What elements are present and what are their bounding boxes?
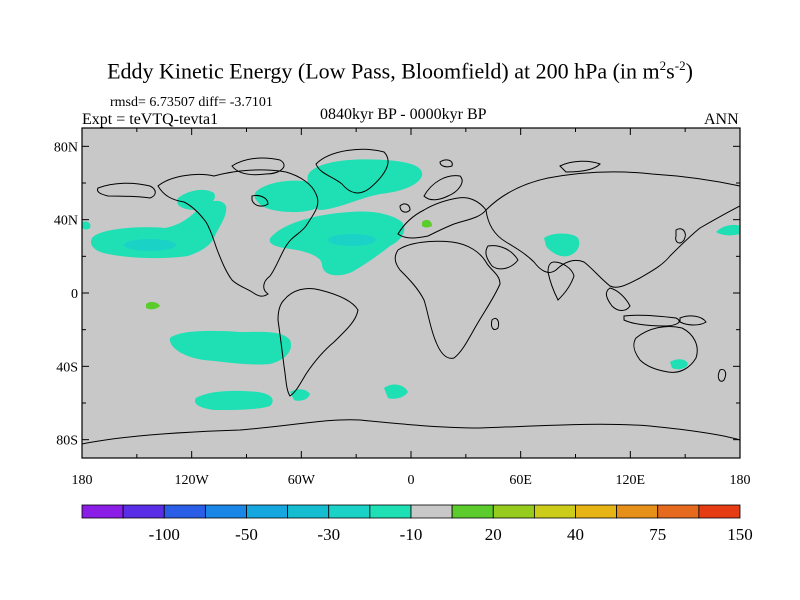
colorbar-swatch bbox=[451, 504, 494, 519]
coast-madagascar bbox=[491, 317, 499, 331]
colorbar-swatch bbox=[369, 504, 412, 519]
contour-north-america bbox=[254, 180, 326, 213]
title-main: Eddy Kinetic Energy (Low Pass, Bloomfiel… bbox=[107, 58, 660, 84]
coast-africa bbox=[394, 240, 501, 359]
coast-indonesia bbox=[623, 314, 680, 327]
contour-positive-pacific bbox=[146, 301, 160, 310]
coast-new-zealand bbox=[717, 369, 727, 382]
colorbar-label: -30 bbox=[317, 525, 340, 544]
period-label: 0840kyr BP - 0000kyr BP bbox=[320, 106, 487, 123]
lat-label: 80S bbox=[56, 434, 78, 449]
contour-south-pacific-2 bbox=[194, 390, 273, 410]
colorbar-labels: -100 -50 -30 -10 20 40 75 150 bbox=[149, 525, 753, 544]
coast-japan bbox=[675, 228, 686, 244]
lat-label: 80N bbox=[54, 140, 78, 155]
colorbar-swatch bbox=[122, 504, 165, 519]
coast-greenland bbox=[315, 148, 389, 194]
experiment-label: Expt = teVTQ-tevta1 bbox=[82, 111, 219, 128]
season-label: ANN bbox=[704, 111, 739, 128]
colorbar-label: 40 bbox=[567, 525, 584, 544]
colorbar-swatch bbox=[287, 504, 330, 519]
coast-alaska bbox=[97, 182, 156, 199]
colorbar-label: 75 bbox=[649, 525, 666, 544]
coast-india bbox=[547, 261, 575, 301]
contour-gulf-alaska bbox=[177, 189, 215, 210]
lon-label: 60E bbox=[509, 473, 532, 488]
coast-southeast-asia bbox=[605, 287, 631, 311]
colorbar-swatch bbox=[163, 504, 206, 519]
contour-south-pacific bbox=[169, 330, 292, 365]
contour-positive-mediterranean bbox=[422, 219, 432, 228]
coast-british-isles bbox=[399, 203, 411, 213]
plot-title: Eddy Kinetic Energy (Low Pass, Bloomfiel… bbox=[0, 58, 800, 84]
coastlines bbox=[82, 148, 740, 445]
contour-central-asia bbox=[544, 233, 580, 257]
colorbar-swatch bbox=[616, 504, 659, 519]
colorbar-swatch bbox=[657, 504, 700, 519]
contour-core-pacific bbox=[124, 239, 176, 251]
colorbar-swatch bbox=[204, 504, 247, 519]
contour-drake-passage bbox=[290, 389, 310, 401]
coast-arctic-islands bbox=[231, 157, 285, 176]
colorbar-swatch bbox=[492, 504, 535, 519]
coast-antarctica bbox=[82, 419, 740, 445]
contour-fills bbox=[82, 159, 740, 410]
coast-asia bbox=[485, 171, 740, 288]
lon-label: 180 bbox=[72, 473, 93, 488]
colorbar-swatch bbox=[328, 504, 371, 519]
lat-label: 0 bbox=[71, 287, 78, 302]
contour-core-atlantic bbox=[328, 234, 376, 246]
colorbar-label: 20 bbox=[485, 525, 502, 544]
lon-label: 0 bbox=[408, 473, 415, 488]
lon-labels: 180 120W 60W 0 60E 120E 180 bbox=[72, 473, 751, 488]
contour-australia bbox=[670, 359, 688, 370]
contour-east-pacific-edge bbox=[716, 224, 740, 236]
colorbar-swatch bbox=[533, 504, 576, 519]
contour-west-pacific-edge bbox=[82, 221, 91, 230]
lon-label: 60W bbox=[288, 473, 316, 488]
coast-north-america bbox=[157, 169, 319, 297]
colorbar-swatch bbox=[575, 504, 618, 519]
coast-australia bbox=[633, 325, 698, 373]
title-sup-2: -2 bbox=[674, 58, 686, 73]
colorbar-swatch bbox=[698, 504, 741, 519]
title-sup-1: 2 bbox=[659, 58, 667, 73]
contour-greenland-sea bbox=[307, 159, 423, 210]
colorbar-swatch bbox=[246, 504, 289, 519]
lon-label: 120W bbox=[175, 473, 210, 488]
colorbar-swatch bbox=[81, 504, 124, 519]
coast-arabia bbox=[485, 245, 519, 270]
title-end: ) bbox=[685, 58, 693, 84]
lat-labels: 80N 40N 0 40S 80S bbox=[54, 140, 78, 448]
lon-label: 180 bbox=[730, 473, 751, 488]
colorbar-label: -50 bbox=[235, 525, 258, 544]
lon-label: 120E bbox=[616, 473, 646, 488]
contour-south-atlantic bbox=[384, 384, 408, 399]
colorbar-label: 150 bbox=[727, 525, 753, 544]
title-mid: s bbox=[666, 58, 675, 84]
coast-new-guinea bbox=[679, 315, 707, 326]
colorbar-label: -100 bbox=[149, 525, 180, 544]
coast-siberia-islands bbox=[559, 160, 601, 173]
colorbar-label: -10 bbox=[400, 525, 423, 544]
stats-label: rmsd= 6.73507 diff= -3.7101 bbox=[110, 95, 273, 110]
colorbar-swatch bbox=[410, 504, 453, 519]
lat-label: 40S bbox=[56, 360, 78, 375]
coast-hudson-bay bbox=[251, 195, 269, 207]
coast-svalbard bbox=[439, 159, 453, 168]
coast-south-america bbox=[277, 287, 359, 397]
lat-label: 40N bbox=[54, 214, 78, 229]
colorbar bbox=[81, 504, 741, 519]
coast-scandinavia bbox=[423, 175, 463, 201]
axis-ticks bbox=[81, 128, 741, 458]
